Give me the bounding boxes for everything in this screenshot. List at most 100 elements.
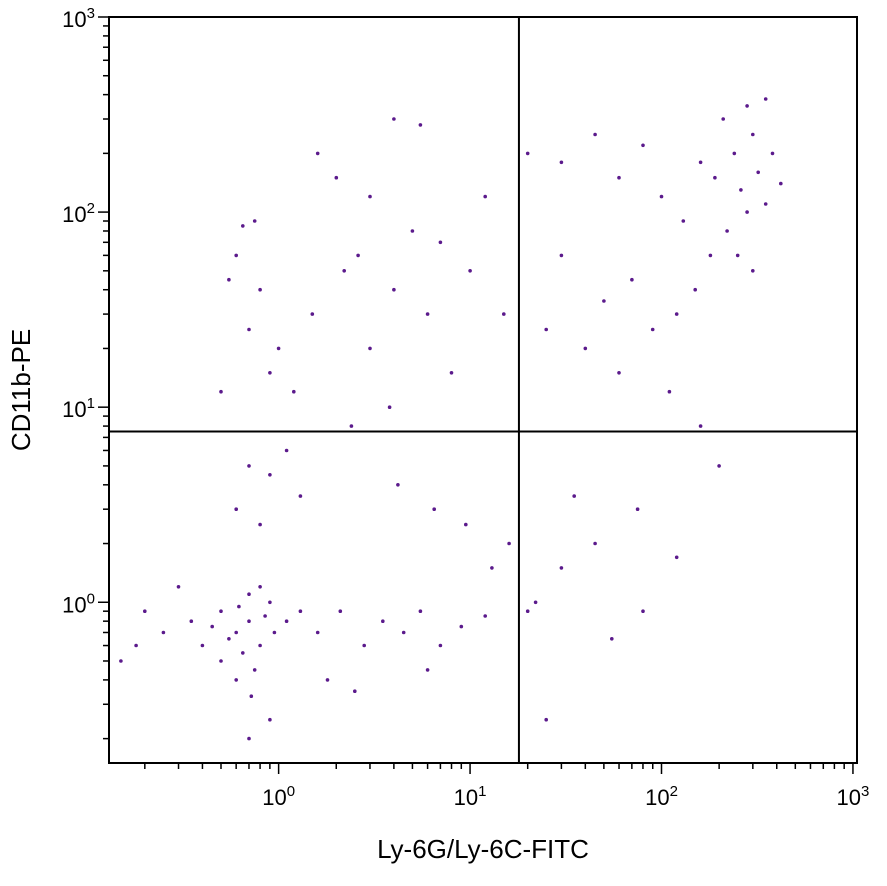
data-point	[325, 678, 330, 682]
data-point	[315, 151, 320, 156]
data-point	[674, 555, 679, 560]
data-point	[143, 609, 147, 613]
data-point	[572, 494, 576, 498]
data-point	[227, 637, 231, 641]
data-point	[533, 600, 538, 605]
data-point	[258, 287, 262, 292]
data-point	[544, 717, 548, 722]
data-point	[650, 327, 655, 332]
scatter-points	[119, 97, 783, 741]
data-point	[396, 483, 400, 487]
data-point	[617, 371, 621, 375]
data-point	[674, 312, 679, 316]
data-point	[507, 541, 511, 546]
x-tick-label: 103	[837, 783, 870, 810]
data-point	[490, 566, 494, 570]
data-point	[189, 619, 194, 623]
data-point	[315, 630, 320, 635]
data-point	[635, 507, 640, 512]
data-point	[234, 678, 238, 682]
data-point	[298, 494, 303, 498]
data-point	[725, 229, 729, 233]
data-point	[134, 643, 138, 648]
y-tick-label: 100	[62, 590, 95, 617]
data-point	[381, 619, 385, 623]
x-axis-title: Ly-6G/Ly-6C-FITC	[377, 834, 589, 864]
data-point	[693, 287, 697, 292]
data-point	[284, 619, 289, 623]
data-point	[418, 609, 423, 613]
y-tick-label: 101	[62, 395, 95, 422]
data-point	[387, 405, 392, 410]
data-point	[410, 229, 415, 233]
data-point	[247, 619, 251, 623]
data-point	[268, 600, 272, 605]
data-point	[559, 253, 564, 258]
data-point	[483, 614, 488, 618]
data-point	[425, 312, 430, 316]
data-point	[559, 566, 564, 570]
data-point	[263, 614, 267, 618]
data-point	[119, 659, 123, 663]
data-point	[258, 585, 262, 589]
data-point	[641, 609, 645, 613]
data-point	[247, 327, 251, 332]
data-point	[272, 630, 277, 635]
data-point	[483, 194, 488, 199]
data-point	[234, 507, 238, 512]
data-point	[732, 151, 737, 156]
data-point	[667, 389, 672, 394]
data-point	[258, 643, 262, 648]
data-point	[681, 219, 686, 223]
data-point	[247, 464, 251, 468]
data-point	[368, 346, 372, 351]
data-point	[698, 160, 703, 165]
data-point	[770, 151, 775, 156]
data-point	[593, 132, 597, 137]
data-point	[756, 170, 760, 175]
data-point	[610, 637, 614, 641]
data-point	[338, 609, 343, 613]
data-point	[227, 277, 231, 282]
data-point	[241, 651, 245, 655]
data-point	[292, 389, 296, 394]
data-point	[438, 240, 443, 245]
data-point	[763, 97, 768, 101]
data-point	[353, 689, 357, 693]
x-tick-label: 102	[645, 783, 678, 810]
data-point	[310, 312, 315, 316]
data-point	[276, 346, 281, 351]
data-point	[298, 609, 303, 613]
data-point	[464, 522, 468, 527]
data-point	[252, 668, 257, 672]
y-axis-title: CD11b-PE	[6, 329, 36, 451]
data-point	[342, 269, 347, 273]
data-point	[241, 224, 245, 228]
data-point	[544, 327, 548, 332]
data-point	[659, 194, 664, 199]
plot-frame	[108, 16, 858, 764]
data-point	[468, 269, 472, 273]
data-point	[219, 609, 223, 613]
data-point	[525, 151, 530, 156]
data-point	[779, 181, 783, 186]
data-point	[708, 253, 713, 258]
data-point	[247, 592, 251, 596]
data-point	[763, 202, 768, 206]
data-point	[717, 464, 721, 468]
data-point	[161, 630, 166, 635]
y-tick-label: 102	[62, 200, 95, 227]
data-point	[210, 624, 214, 629]
data-point	[234, 630, 238, 635]
data-point	[268, 473, 272, 477]
data-point	[630, 277, 634, 282]
data-point	[334, 175, 339, 180]
data-point	[735, 253, 740, 258]
data-point	[362, 643, 367, 648]
data-point	[698, 424, 703, 428]
data-point	[356, 253, 360, 258]
data-point	[721, 117, 725, 121]
data-point	[247, 736, 251, 741]
data-point	[425, 668, 430, 672]
